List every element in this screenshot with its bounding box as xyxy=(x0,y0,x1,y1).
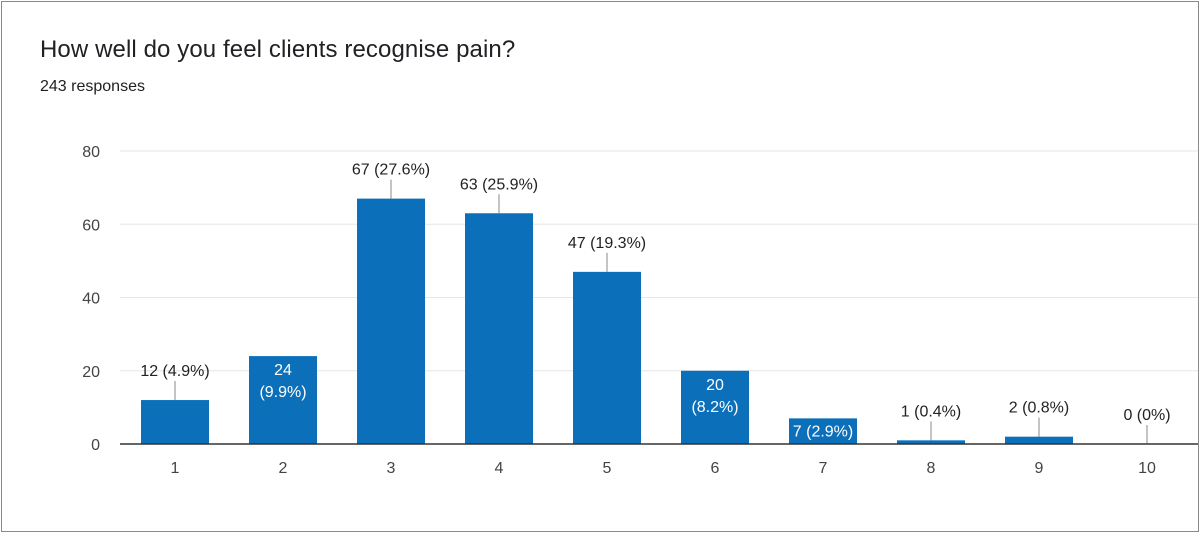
y-tick-label: 20 xyxy=(82,364,100,381)
data-label: 0 (0%) xyxy=(1123,407,1170,424)
bar xyxy=(573,271,641,444)
x-tick-label: 5 xyxy=(603,460,612,477)
data-label: (8.2%) xyxy=(691,399,738,416)
data-label: 24 xyxy=(274,362,292,379)
chart-title: How well do you feel clients recognise p… xyxy=(40,36,516,63)
data-label: 67 (27.6%) xyxy=(352,162,430,179)
x-tick-label: 3 xyxy=(387,460,396,477)
bar xyxy=(681,370,749,444)
x-tick-label: 2 xyxy=(279,460,288,477)
bar xyxy=(1005,436,1073,444)
x-tick-label: 10 xyxy=(1138,460,1156,477)
x-tick-label: 6 xyxy=(711,460,720,477)
bar xyxy=(141,400,209,444)
data-label: 20 xyxy=(706,377,724,394)
data-label: 47 (19.3%) xyxy=(568,235,646,252)
x-tick-label: 8 xyxy=(927,460,936,477)
bar xyxy=(789,418,857,444)
y-tick-label: 80 xyxy=(82,144,100,161)
data-label: (9.9%) xyxy=(259,384,306,401)
data-label: 12 (4.9%) xyxy=(140,363,209,380)
response-count: 243 responses xyxy=(40,78,145,95)
bar xyxy=(465,213,533,444)
x-tick-label: 1 xyxy=(171,460,180,477)
x-tick-label: 9 xyxy=(1035,460,1044,477)
bar xyxy=(249,356,317,444)
x-tick-label: 4 xyxy=(495,460,504,477)
data-label: 1 (0.4%) xyxy=(901,403,961,420)
data-label: 7 (2.9%) xyxy=(793,423,853,440)
y-tick-label: 0 xyxy=(91,437,100,454)
bar xyxy=(897,440,965,444)
x-tick-label: 7 xyxy=(819,460,828,477)
bar xyxy=(357,198,425,444)
y-tick-label: 40 xyxy=(82,291,100,308)
data-label: 2 (0.8%) xyxy=(1009,400,1069,417)
data-label: 63 (25.9%) xyxy=(460,176,538,193)
y-tick-label: 60 xyxy=(82,217,100,234)
